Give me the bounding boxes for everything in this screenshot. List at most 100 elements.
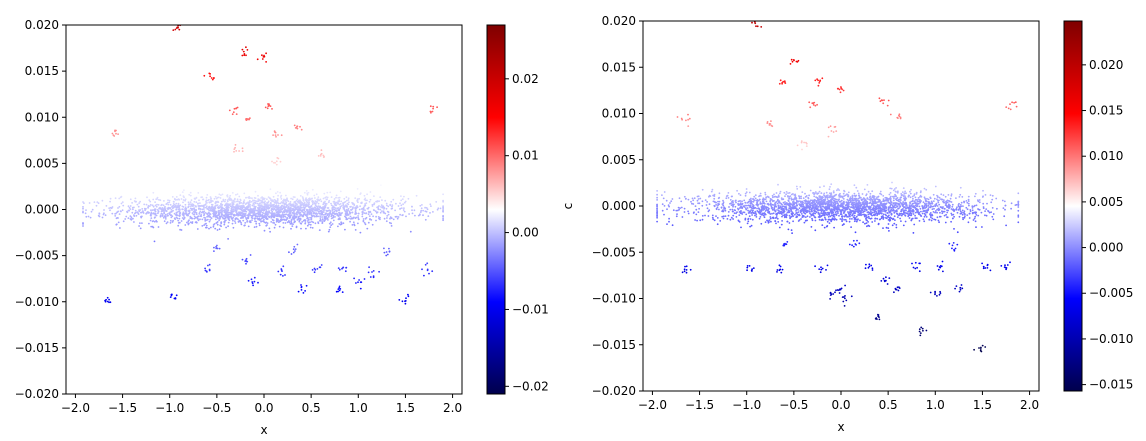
data-point — [738, 201, 740, 203]
data-point — [90, 217, 92, 219]
data-point — [343, 222, 345, 224]
data-point — [375, 220, 377, 222]
data-point — [337, 291, 339, 293]
data-point — [897, 208, 899, 210]
data-point — [320, 200, 322, 202]
data-point — [363, 221, 365, 223]
data-point — [405, 201, 407, 203]
data-point — [315, 216, 317, 218]
data-point — [221, 211, 223, 213]
data-point — [871, 203, 873, 205]
data-point — [184, 224, 186, 226]
data-point — [890, 198, 892, 200]
data-point — [867, 184, 869, 186]
data-point — [369, 201, 371, 203]
data-point — [283, 199, 285, 201]
data-point — [379, 196, 381, 198]
data-point — [663, 214, 665, 216]
data-point — [307, 225, 309, 227]
data-point — [845, 214, 847, 216]
data-point — [183, 206, 185, 208]
data-point — [386, 251, 388, 253]
data-point — [237, 198, 239, 200]
data-point — [214, 228, 216, 230]
data-point — [220, 221, 222, 223]
data-point — [317, 200, 319, 202]
data-point — [855, 211, 857, 213]
data-point — [367, 208, 369, 210]
data-point — [848, 194, 850, 196]
data-point — [268, 210, 270, 212]
data-point — [416, 195, 418, 197]
data-point — [218, 207, 220, 209]
data-point — [282, 265, 284, 267]
data-point — [430, 205, 432, 207]
data-point — [288, 203, 290, 205]
data-point — [206, 270, 208, 272]
data-point — [965, 207, 967, 209]
data-point — [379, 209, 381, 211]
data-point — [900, 193, 902, 195]
data-point — [662, 203, 664, 205]
data-point — [291, 219, 293, 221]
data-point — [243, 193, 245, 195]
data-point — [98, 202, 100, 204]
data-point — [883, 198, 885, 200]
data-point — [855, 219, 857, 221]
data-point — [826, 192, 828, 194]
data-point — [279, 192, 281, 194]
data-point — [243, 216, 245, 218]
data-point — [297, 125, 299, 127]
data-point — [960, 206, 962, 208]
data-point — [278, 203, 280, 205]
data-point — [182, 191, 184, 193]
data-point — [867, 214, 869, 216]
data-point — [235, 214, 237, 216]
data-point — [280, 161, 282, 163]
data-point — [201, 205, 203, 207]
data-point — [346, 218, 348, 220]
data-point — [242, 49, 244, 51]
data-point — [235, 144, 237, 146]
data-point — [741, 200, 743, 202]
data-point — [265, 107, 267, 109]
data-point — [318, 200, 320, 202]
data-point — [271, 216, 273, 218]
data-point — [224, 221, 226, 223]
data-point — [258, 205, 260, 207]
data-point — [148, 199, 150, 201]
data-point — [271, 161, 273, 163]
data-point — [231, 211, 233, 213]
data-point — [719, 192, 721, 194]
data-point — [270, 205, 272, 207]
data-point — [220, 209, 222, 211]
data-point — [830, 193, 832, 195]
data-point — [300, 209, 302, 211]
data-point — [225, 210, 227, 212]
data-point — [159, 199, 161, 201]
data-point — [955, 197, 957, 199]
data-point — [312, 204, 314, 206]
data-point — [841, 214, 843, 216]
data-point — [816, 192, 818, 194]
data-point — [131, 212, 133, 214]
data-point — [699, 202, 701, 204]
data-point — [146, 196, 148, 198]
data-point — [893, 212, 895, 214]
data-point — [731, 209, 733, 211]
data-point — [270, 199, 272, 201]
data-point — [206, 200, 208, 202]
data-point — [173, 201, 175, 203]
data-point — [255, 216, 257, 218]
data-point — [295, 127, 297, 129]
data-point — [681, 207, 683, 209]
data-point — [391, 204, 393, 206]
data-point — [807, 197, 809, 199]
data-point — [102, 200, 104, 202]
data-point — [936, 209, 938, 211]
data-point — [329, 229, 331, 231]
data-point — [668, 218, 670, 220]
data-point — [811, 200, 813, 202]
data-point — [331, 196, 333, 198]
data-point — [728, 206, 730, 208]
